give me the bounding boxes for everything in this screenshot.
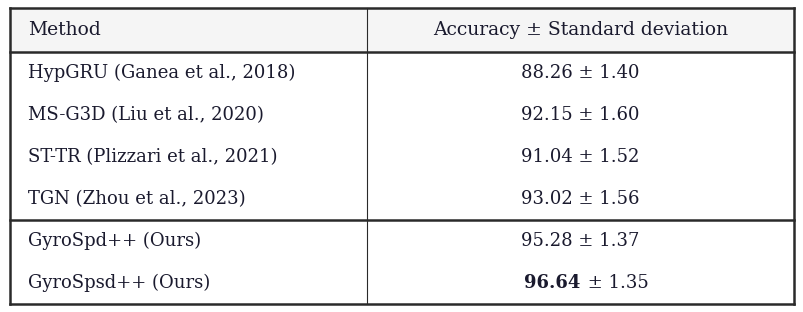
Text: TGN (Zhou et al., 2023): TGN (Zhou et al., 2023)	[28, 190, 246, 208]
Text: 96.64: 96.64	[524, 274, 580, 292]
Text: HypGRU (Ganea et al., 2018): HypGRU (Ganea et al., 2018)	[28, 64, 295, 82]
Text: 95.28 ± 1.37: 95.28 ± 1.37	[520, 232, 638, 250]
Text: MS-G3D (Liu et al., 2020): MS-G3D (Liu et al., 2020)	[28, 106, 263, 124]
Text: GyroSpd++ (Ours): GyroSpd++ (Ours)	[28, 232, 201, 250]
Text: Method: Method	[28, 21, 100, 39]
Text: Accuracy ± Standard deviation: Accuracy ± Standard deviation	[432, 21, 727, 39]
Text: 91.04 ± 1.52: 91.04 ± 1.52	[520, 148, 638, 166]
Bar	[10, 8, 793, 52]
Text: 92.15 ± 1.60: 92.15 ± 1.60	[520, 106, 639, 124]
Text: ST-TR (Plizzari et al., 2021): ST-TR (Plizzari et al., 2021)	[28, 148, 277, 166]
Text: 88.26 ± 1.40: 88.26 ± 1.40	[520, 64, 639, 82]
Text: ± 1.35: ± 1.35	[581, 274, 648, 292]
Text: GyroSpsd++ (Ours): GyroSpsd++ (Ours)	[28, 274, 210, 292]
Text: 93.02 ± 1.56: 93.02 ± 1.56	[520, 190, 639, 208]
